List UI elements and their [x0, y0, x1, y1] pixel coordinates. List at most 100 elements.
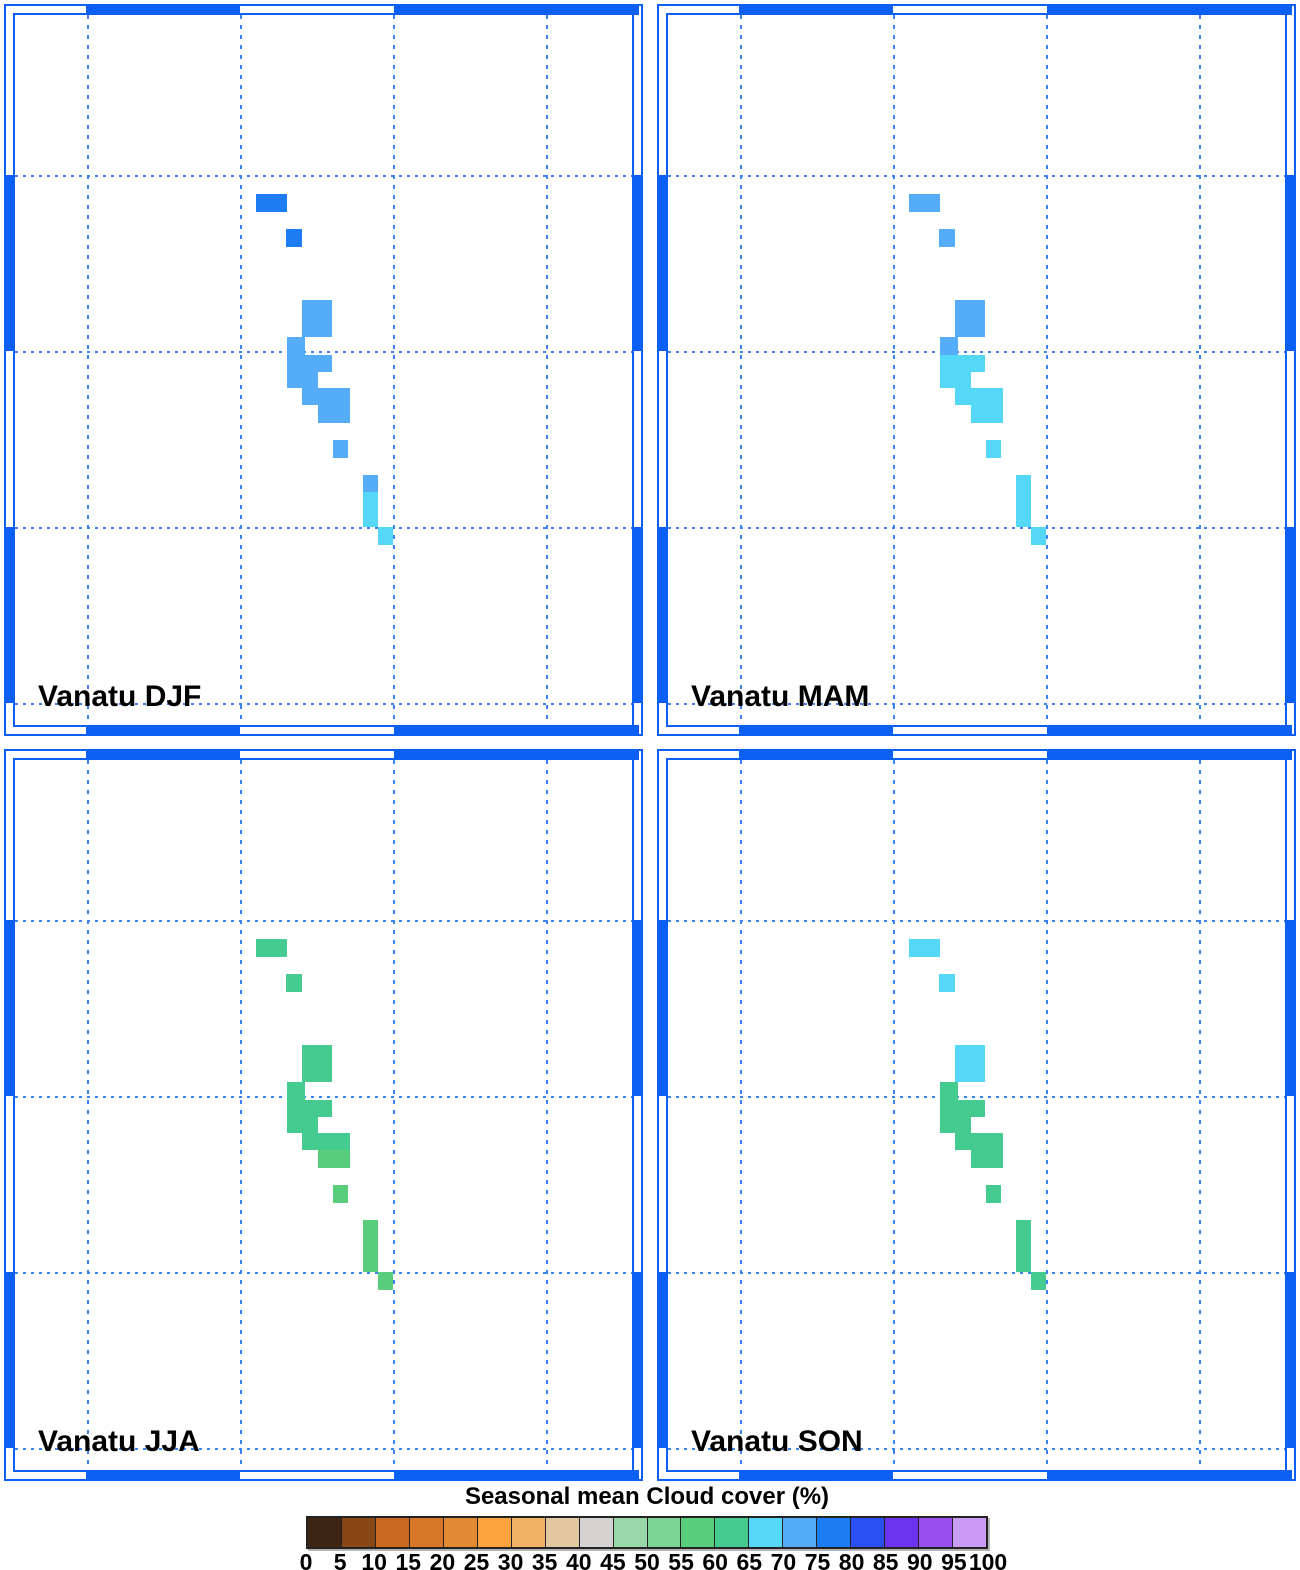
map-cell-c4b	[940, 1100, 958, 1133]
colorbar-tick-label: 80	[838, 1549, 865, 1570]
colorbar-tick-label: 55	[668, 1549, 694, 1570]
gridline-horizontal	[668, 920, 1285, 922]
gridline-horizontal	[668, 175, 1285, 177]
border-tick-bottom	[1047, 1470, 1292, 1479]
map-cell-c1	[909, 939, 940, 957]
border-tick-left	[6, 920, 15, 1096]
map-cell-c4a	[940, 337, 958, 355]
map-cell-c3	[302, 1045, 332, 1082]
gridline-vertical	[393, 15, 395, 725]
colorbar-tick-label: 0	[299, 1549, 313, 1570]
map-cell-c3	[302, 300, 332, 337]
map-cell-c9a	[1016, 475, 1031, 492]
border-tick-bottom	[394, 1470, 639, 1479]
colorbar-segment-17	[885, 1518, 920, 1547]
colorbar-segment-15	[817, 1518, 852, 1547]
border-tick-bottom	[394, 725, 639, 734]
gridline-horizontal	[15, 351, 632, 353]
map-cell-c2	[286, 974, 302, 992]
border-tick-top	[394, 6, 639, 15]
border-tick-right	[1285, 527, 1294, 703]
border-tick-left	[659, 1272, 668, 1448]
panel-frame-outer	[657, 4, 1296, 736]
gridline-vertical	[893, 15, 895, 725]
map-cell-c6a	[318, 388, 350, 405]
map-panel-mam: Vanatu MAM	[655, 2, 1298, 738]
colorbar-tick-label: 15	[395, 1549, 422, 1570]
border-tick-left	[6, 1272, 15, 1448]
colorbar-tick-label: 35	[531, 1549, 558, 1570]
map-cell-c8	[333, 440, 348, 458]
map-cell-c3	[955, 1045, 985, 1082]
panel-frame-inner	[666, 758, 1287, 1472]
colorbar-segment-1	[341, 1518, 376, 1547]
gridline-vertical	[1046, 15, 1048, 725]
border-tick-right	[1285, 920, 1294, 1096]
map-cell-c6a	[971, 388, 1003, 405]
colorbar-segment-2	[375, 1518, 410, 1547]
map-cell-c2	[286, 229, 302, 247]
gridline-vertical	[1199, 15, 1201, 725]
gridline-horizontal	[668, 703, 1285, 705]
border-tick-left	[659, 175, 668, 351]
gridline-horizontal	[668, 1448, 1285, 1450]
map-cell-c5b	[305, 1117, 318, 1133]
map-cell-c8	[986, 1185, 1001, 1203]
panel-frame-inner	[13, 13, 634, 727]
map-cell-c5	[305, 355, 332, 372]
colorbar-tick-label: 30	[497, 1549, 524, 1570]
gridline-vertical	[1046, 760, 1048, 1470]
map-cell-c7	[302, 388, 318, 405]
colorbar-segment-14	[783, 1518, 818, 1547]
border-tick-left	[659, 527, 668, 703]
map-cell-c6a	[971, 1133, 1003, 1150]
gridline-vertical	[393, 760, 395, 1470]
map-cell-c10	[1031, 1272, 1046, 1290]
border-tick-top	[1047, 751, 1292, 760]
colorbar-title: Seasonal mean Cloud cover (%)	[464, 1483, 830, 1510]
map-cell-c4a	[287, 1082, 305, 1100]
colorbar-segment-19	[953, 1518, 987, 1547]
border-tick-top	[394, 751, 639, 760]
gridline-horizontal	[15, 527, 632, 529]
border-tick-bottom	[86, 1470, 240, 1479]
map-panel-jja: Vanatu JJA	[2, 747, 645, 1483]
map-cell-c9a	[363, 475, 378, 492]
colorbar-tick-label: 10	[361, 1549, 387, 1570]
map-cell-c4b	[287, 355, 305, 388]
map-cell-c9b	[1016, 1237, 1031, 1272]
border-tick-top	[739, 6, 893, 15]
gridline-horizontal	[668, 1096, 1285, 1098]
border-tick-right	[632, 1272, 641, 1448]
colorbar-segment-12	[715, 1518, 750, 1547]
map-cell-c4a	[287, 337, 305, 355]
gridline-vertical	[1199, 760, 1201, 1470]
gridline-horizontal	[15, 1448, 632, 1450]
map-panel-son: Vanatu SON	[655, 747, 1298, 1483]
colorbar-tick-labels: 0 5 10 15 20 25 30 35 40 45 50 55 60 65 70 75 80 85 90 95 10…	[0, 1549, 1300, 1570]
map-cell-c5b	[958, 372, 971, 388]
colorbar-tick-label: 90	[907, 1549, 933, 1570]
colorbar-segment-18	[919, 1518, 954, 1547]
map-cell-c9b	[1016, 492, 1031, 527]
colorbar-tick-label: 5	[333, 1549, 347, 1570]
colorbar-tick-label: 40	[566, 1549, 592, 1570]
map-cell-c6b	[971, 1150, 1003, 1168]
colorbar-segment-3	[409, 1518, 444, 1547]
colorbar-segment-4	[443, 1518, 478, 1547]
map-cell-c10	[1031, 527, 1046, 545]
border-tick-top	[739, 751, 893, 760]
map-cell-c2	[939, 229, 955, 247]
panel-frame-outer	[4, 4, 643, 736]
colorbar-tick-label: 25	[463, 1549, 490, 1570]
map-cell-c7	[955, 388, 971, 405]
colorbar-segment-13	[749, 1518, 784, 1547]
map-cell-c5	[958, 355, 985, 372]
border-tick-bottom	[86, 725, 240, 734]
map-cell-c7	[955, 1133, 971, 1150]
map-cell-c1	[256, 939, 287, 957]
map-cell-c1	[909, 194, 940, 212]
border-tick-left	[6, 175, 15, 351]
map-panel-djf: Vanatu DJF	[2, 2, 645, 738]
